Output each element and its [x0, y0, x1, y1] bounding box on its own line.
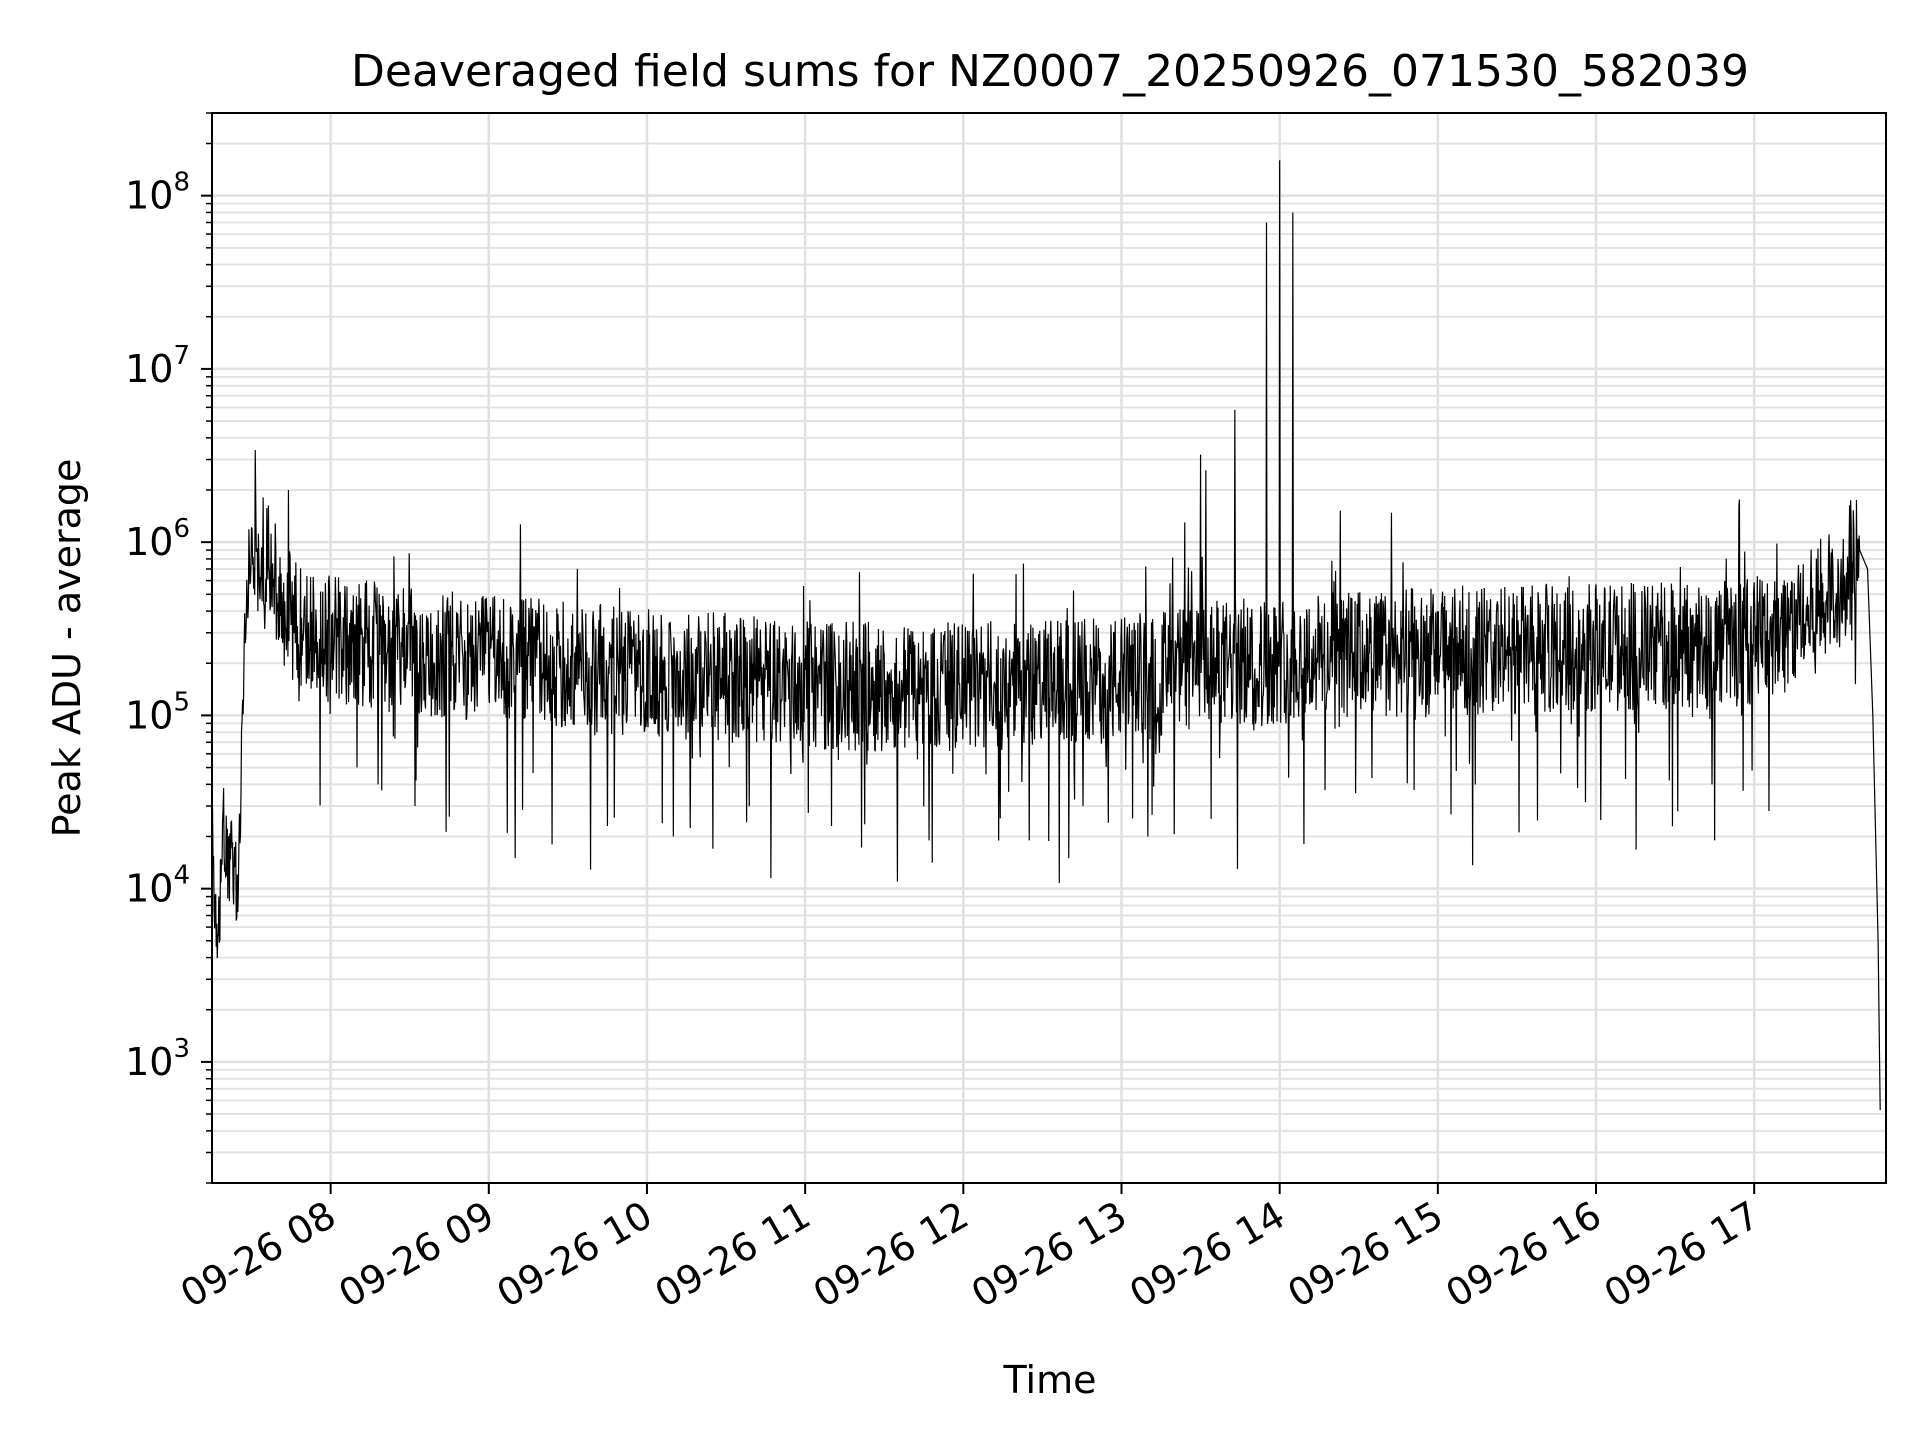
y-tick-label: 106 [125, 514, 190, 564]
y-tick-label: 107 [125, 341, 190, 391]
series-line [212, 160, 1881, 1111]
x-tick-label: 09-26 17 [1597, 1193, 1767, 1317]
chart-title: Deaveraged field sums for NZ0007_2025092… [351, 46, 1749, 97]
x-tick-label: 09-26 15 [1280, 1193, 1450, 1317]
x-axis-label: Time [1003, 1358, 1097, 1402]
x-tick-label: 09-26 13 [964, 1193, 1134, 1317]
y-tick-label: 104 [125, 861, 190, 911]
x-tick-label: 09-26 12 [806, 1193, 976, 1317]
y-tick-label: 105 [125, 687, 190, 737]
x-tick-label: 09-26 08 [173, 1193, 343, 1317]
x-tick-label: 09-26 14 [1122, 1193, 1292, 1317]
x-tick-label: 09-26 10 [490, 1193, 660, 1317]
data-layer [212, 160, 1881, 1111]
y-tick-label: 103 [125, 1034, 190, 1084]
y-axis-label: Peak ADU - average [45, 459, 89, 838]
y-tick-label: 108 [125, 168, 190, 218]
x-tick-label: 09-26 11 [648, 1193, 818, 1317]
x-tick-label: 09-26 09 [331, 1193, 501, 1317]
grid [212, 112, 1886, 1184]
x-tick-label: 09-26 16 [1439, 1193, 1609, 1317]
plot-frame [211, 112, 1887, 1184]
